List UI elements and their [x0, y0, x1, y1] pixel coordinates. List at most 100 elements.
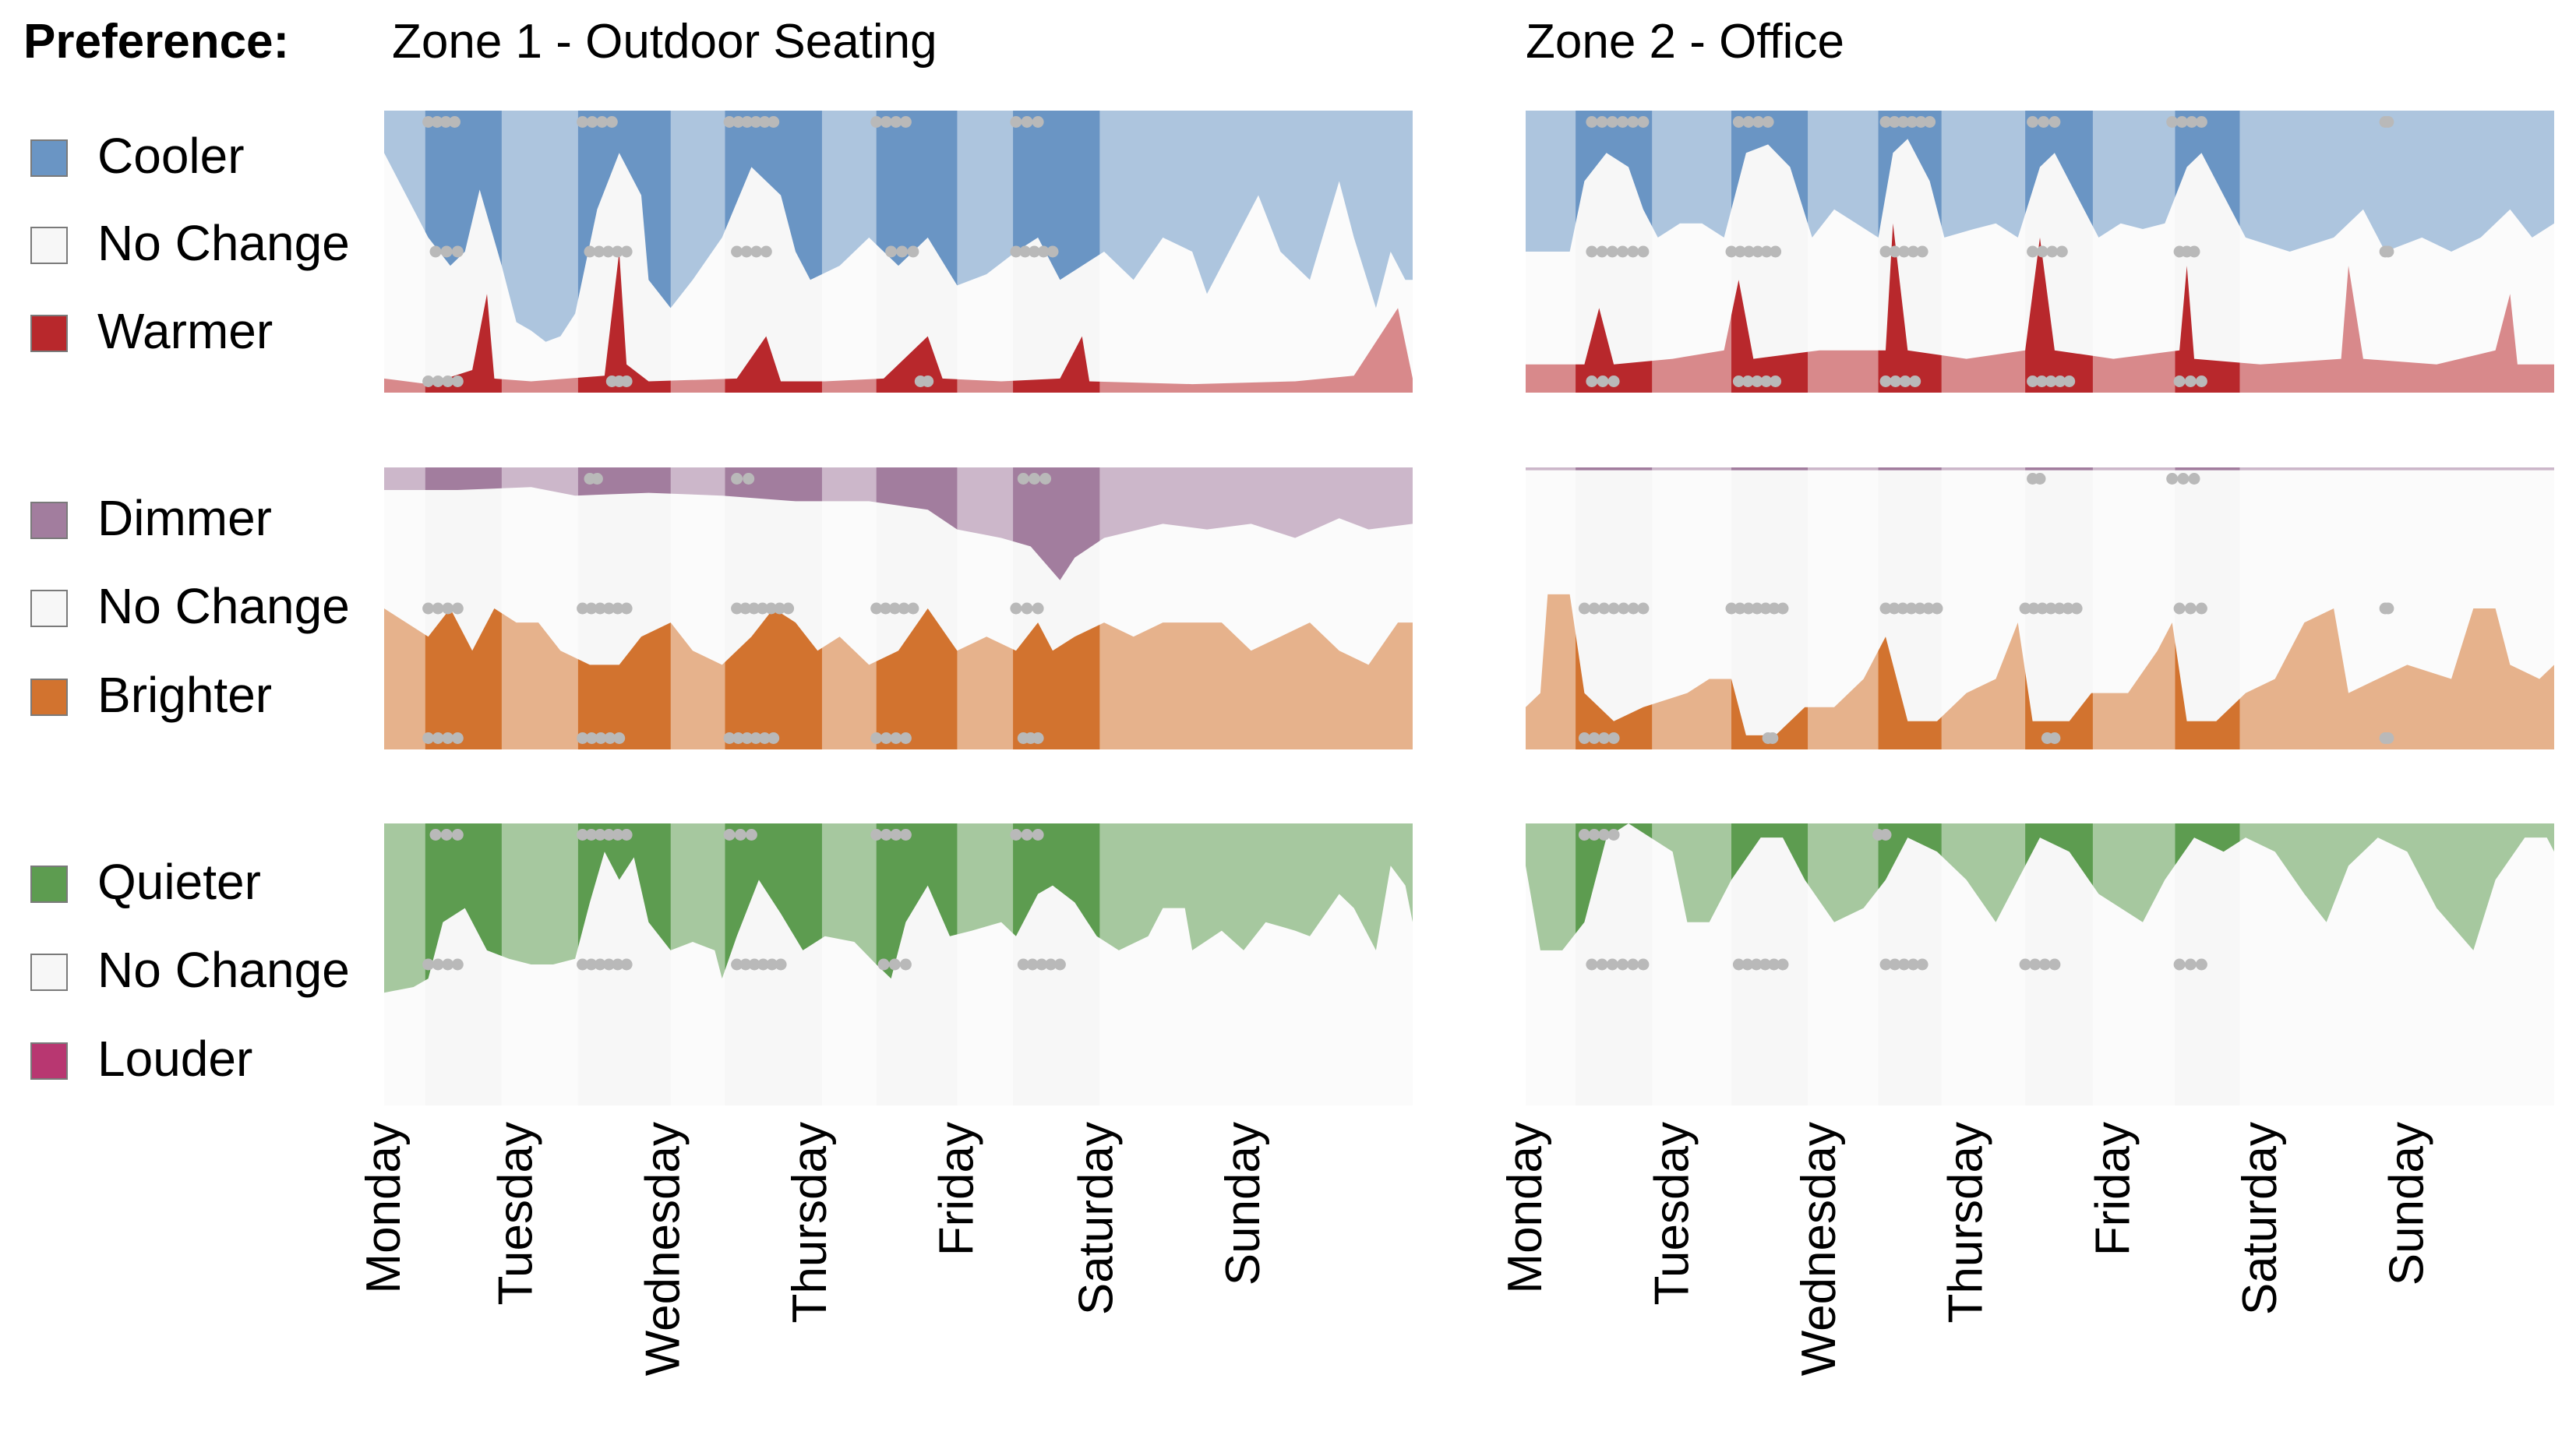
response-marker	[1598, 829, 1611, 841]
inactive-shade	[2239, 111, 2554, 393]
response-marker	[1596, 116, 1608, 128]
inactive-shade	[384, 467, 425, 749]
response-marker	[766, 958, 778, 971]
response-marker	[2019, 958, 2031, 971]
response-marker	[1760, 245, 1773, 258]
response-marker	[1598, 602, 1611, 615]
response-marker	[745, 829, 757, 841]
response-marker	[577, 958, 589, 971]
inactive-shade	[501, 823, 578, 1105]
response-marker	[1010, 829, 1022, 841]
response-marker	[1019, 245, 1032, 258]
legend-label-no-change-light: No Change	[97, 578, 350, 634]
plot-area	[384, 111, 2554, 1105]
response-marker	[1637, 116, 1650, 128]
response-marker	[2062, 602, 2074, 615]
response-marker	[768, 732, 780, 744]
response-marker	[2070, 602, 2083, 615]
response-marker	[442, 732, 454, 744]
response-marker	[750, 732, 762, 744]
response-marker	[585, 732, 598, 744]
response-marker	[1597, 375, 1609, 387]
response-marker	[1586, 375, 1598, 387]
zone-2-cooler-row	[1526, 111, 2554, 393]
response-marker	[432, 602, 444, 615]
inactive-shade	[1099, 467, 1413, 749]
response-marker	[1916, 245, 1928, 258]
day-label-saturday: Saturday	[2233, 1122, 2287, 1315]
response-marker	[1588, 732, 1600, 744]
response-marker	[1905, 602, 1918, 615]
response-marker	[593, 245, 605, 258]
day-label-wednesday: Wednesday	[636, 1122, 690, 1376]
response-marker	[1888, 602, 1900, 615]
response-marker	[2045, 375, 2057, 387]
response-marker	[1897, 116, 1910, 128]
response-marker	[1598, 732, 1611, 744]
legend-swatch-no-change-noise	[30, 954, 68, 991]
inactive-shade	[1808, 467, 1879, 749]
inactive-shade	[957, 111, 1014, 393]
response-marker	[899, 116, 912, 128]
band-warmer	[1526, 223, 2554, 393]
response-marker	[1627, 116, 1639, 128]
band-cooler	[384, 111, 1413, 342]
response-marker	[1741, 375, 1754, 387]
response-marker	[431, 116, 443, 128]
legend-label-cooler: Cooler	[97, 128, 245, 184]
response-marker	[442, 375, 454, 387]
response-marker	[451, 245, 464, 258]
zone-1-cooler-row	[384, 111, 1413, 393]
response-marker	[620, 829, 633, 841]
response-marker	[2045, 602, 2057, 615]
zone-2-dimmer-row	[1526, 467, 2554, 749]
response-marker	[2184, 375, 2197, 387]
response-marker	[1777, 602, 1789, 615]
response-marker	[1889, 245, 1901, 258]
response-marker	[585, 602, 598, 615]
band-quieter	[384, 823, 1413, 993]
response-marker	[1586, 245, 1598, 258]
response-marker	[732, 732, 744, 744]
response-marker	[922, 375, 934, 387]
response-marker	[612, 958, 624, 971]
response-marker	[2027, 245, 2039, 258]
response-marker	[758, 732, 771, 744]
response-marker	[1770, 375, 1782, 387]
response-marker	[1017, 473, 1029, 485]
response-marker	[1909, 375, 1921, 387]
inactive-shade	[821, 111, 877, 393]
response-marker	[890, 829, 902, 841]
response-marker	[429, 245, 442, 258]
day-label-monday: Monday	[357, 1122, 411, 1294]
response-marker	[1766, 732, 1779, 744]
response-marker	[741, 116, 753, 128]
response-marker	[2029, 958, 2041, 971]
response-marker	[2166, 473, 2179, 485]
band-brighter	[1526, 594, 2554, 749]
response-marker	[2048, 116, 2061, 128]
response-marker	[877, 958, 890, 971]
response-marker	[1606, 958, 1618, 971]
response-marker	[2038, 958, 2051, 971]
band-cooler	[1526, 111, 2554, 252]
band-dimmer	[1526, 467, 2554, 471]
response-marker	[899, 829, 912, 841]
day-label-sunday: Sunday	[1216, 1122, 1270, 1285]
inactive-shade	[1941, 823, 2026, 1105]
response-marker	[1010, 602, 1022, 615]
response-marker	[1777, 958, 1789, 971]
day-label-tuesday: Tuesday	[489, 1122, 543, 1306]
response-marker	[577, 116, 589, 128]
response-marker	[2046, 245, 2059, 258]
inactive-shade	[670, 111, 725, 393]
response-marker	[2195, 958, 2207, 971]
response-marker	[734, 829, 746, 841]
response-marker	[1627, 602, 1639, 615]
response-marker	[2038, 116, 2050, 128]
inactive-shade	[821, 823, 877, 1105]
response-marker	[740, 245, 753, 258]
response-marker	[723, 116, 736, 128]
response-marker	[748, 602, 760, 615]
